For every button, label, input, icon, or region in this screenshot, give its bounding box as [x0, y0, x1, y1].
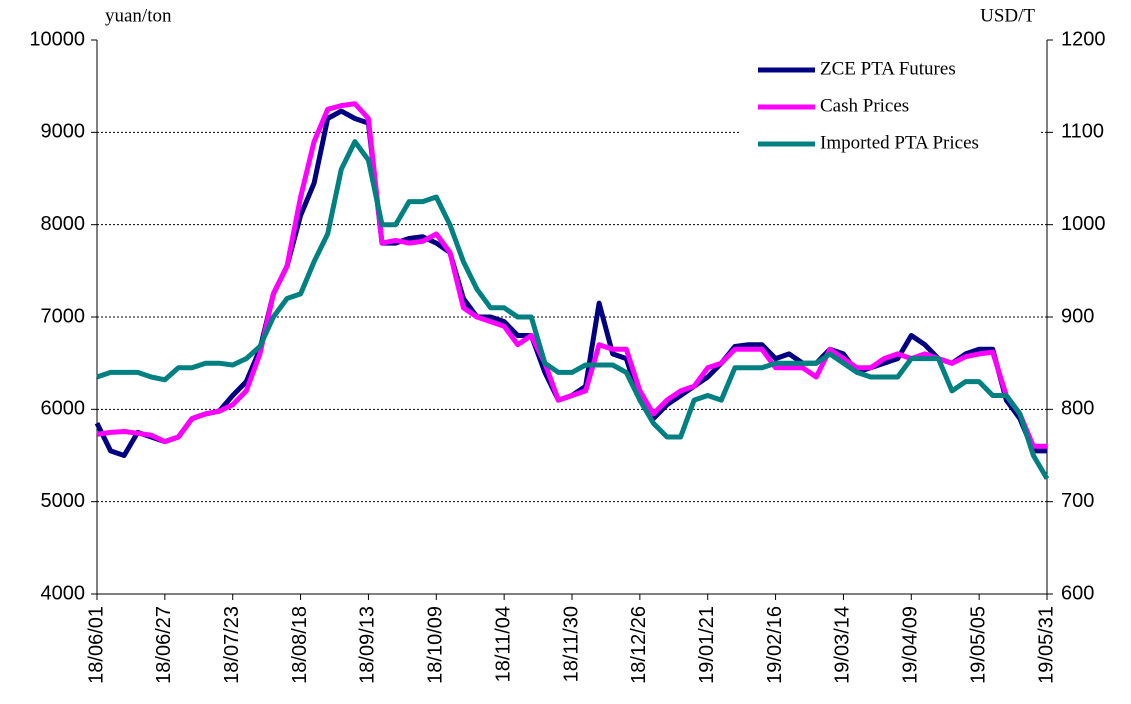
x-tick-label: 18/10/09 — [425, 606, 447, 684]
y-tick-label: 6000 — [41, 398, 86, 420]
x-tick-label: 19/02/16 — [764, 606, 786, 684]
x-tick-label: 18/06/27 — [153, 606, 175, 684]
y2-tick-label: 1100 — [1061, 121, 1104, 143]
x-tick-label: 18/11/04 — [492, 606, 514, 682]
y2-tick-label: 1200 — [1061, 28, 1106, 50]
y2-tick-label: 1000 — [1061, 213, 1106, 235]
x-tick-label: 18/12/26 — [628, 606, 650, 684]
x-tick-label: 18/06/01 — [85, 606, 107, 684]
x-tick-label: 18/09/13 — [357, 606, 379, 684]
y2-tick-label: 900 — [1061, 305, 1094, 327]
x-tick-label: 19/01/21 — [696, 606, 718, 684]
legend-label: ZCE PTA Futures — [820, 58, 956, 79]
y2-axis-label: USD/T — [980, 5, 1035, 26]
legend-label: Imported PTA Prices — [820, 132, 979, 153]
y-axis-label: yuan/ton — [105, 5, 172, 26]
series-line — [96, 101, 1047, 449]
x-tick-label: 18/11/30 — [560, 606, 582, 682]
y-tick-label: 10000 — [29, 28, 85, 50]
x-tick-label: 19/05/05 — [967, 606, 989, 684]
y-tick-label: 9000 — [41, 121, 86, 143]
legend-label: Cash Prices — [820, 95, 909, 116]
y2-tick-label: 700 — [1061, 490, 1094, 512]
x-tick-label: 19/05/31 — [1035, 606, 1057, 684]
x-tick-label: 19/03/14 — [832, 606, 854, 684]
x-tick-label: 18/07/23 — [221, 606, 243, 684]
y-tick-label: 8000 — [41, 213, 86, 235]
series-line — [96, 139, 1050, 480]
y2-tick-label: 800 — [1061, 398, 1094, 420]
y-tick-label: 4000 — [41, 582, 86, 604]
y-tick-label: 7000 — [41, 305, 86, 327]
x-tick-label: 19/04/09 — [900, 606, 922, 684]
y-tick-label: 5000 — [41, 490, 86, 512]
x-tick-label: 18/08/18 — [289, 606, 311, 684]
y2-tick-label: 600 — [1061, 582, 1094, 604]
